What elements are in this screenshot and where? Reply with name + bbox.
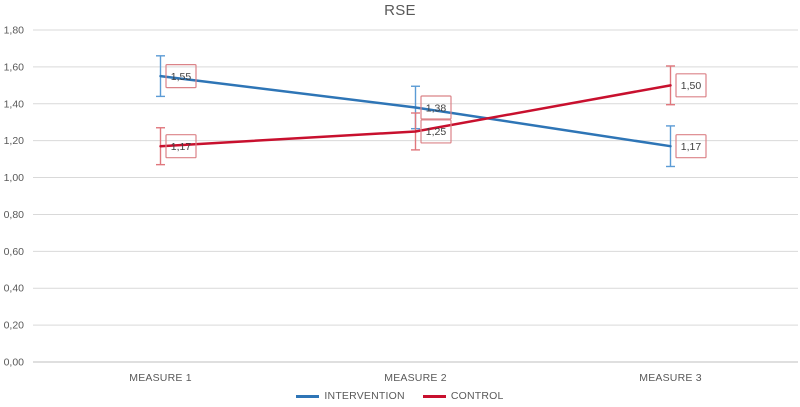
chart-title: RSE bbox=[384, 2, 416, 19]
data-label-box bbox=[420, 119, 452, 144]
series-line-control bbox=[159, 84, 672, 148]
data-label-box bbox=[420, 95, 452, 120]
y-axis-tick-label: 0,60 bbox=[4, 246, 25, 258]
legend-label-intervention: INTERVENTION bbox=[324, 390, 405, 402]
y-axis-tick-label: 0,20 bbox=[4, 320, 25, 332]
data-label: 1,38 bbox=[426, 102, 447, 114]
data-label-box bbox=[165, 64, 197, 89]
data-label: 1,50 bbox=[681, 80, 702, 92]
intervention-line-swatch bbox=[296, 394, 320, 398]
control-line-swatch bbox=[422, 394, 446, 398]
x-axis-category-label: MEASURE 1 bbox=[129, 372, 191, 384]
y-axis-tick-label: 0,00 bbox=[4, 357, 25, 369]
legend-label-control: CONTROL bbox=[450, 390, 504, 402]
data-label-box bbox=[165, 134, 197, 159]
data-label: 1,25 bbox=[426, 126, 447, 138]
series-line-intervention bbox=[159, 74, 672, 148]
y-axis-tick-label: 1,00 bbox=[4, 172, 25, 184]
x-axis-category-label: MEASURE 2 bbox=[384, 372, 446, 384]
y-axis-tick-label: 1,80 bbox=[4, 25, 25, 37]
x-axis-category-label: MEASURE 3 bbox=[639, 372, 701, 384]
y-axis-tick-label: 1,40 bbox=[4, 98, 25, 110]
data-label: 1,17 bbox=[171, 141, 192, 153]
data-label-box bbox=[675, 134, 707, 159]
y-axis-tick-label: 0,80 bbox=[4, 209, 25, 221]
legend-item-control: CONTROL bbox=[422, 390, 504, 402]
y-axis-tick-label: 1,20 bbox=[4, 135, 25, 147]
data-label: 1,55 bbox=[171, 71, 192, 83]
y-axis-tick-label: 1,60 bbox=[4, 61, 25, 73]
legend-item-intervention: INTERVENTION bbox=[296, 390, 405, 402]
legend: INTERVENTION CONTROL bbox=[0, 390, 800, 402]
data-label: 1,17 bbox=[681, 141, 702, 153]
y-axis-tick-label: 0,40 bbox=[4, 283, 25, 295]
data-label-box bbox=[675, 73, 707, 98]
